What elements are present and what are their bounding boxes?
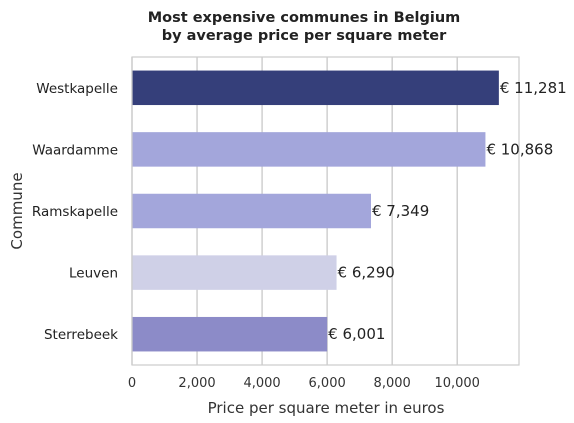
value-labels: € 11,281 € 10,868 € 7,349 € 6,290 € 6,001 <box>328 79 567 343</box>
x-tick-label: 2,000 <box>178 376 215 391</box>
y-category-label: Waardamme <box>32 142 118 158</box>
x-tick-label: 4,000 <box>243 376 280 391</box>
bar <box>132 132 486 167</box>
x-tick-label: 10,000 <box>434 376 480 391</box>
y-category-label: Westkapelle <box>36 81 118 97</box>
y-category-label: Sterrebeek <box>44 327 118 343</box>
x-tick-label: 6,000 <box>309 376 346 391</box>
y-axis-label: Commune <box>8 172 26 249</box>
y-category-labels: Westkapelle Waardamme Ramskapelle Leuven Ste… <box>32 81 118 343</box>
x-tick-label: 8,000 <box>374 376 411 391</box>
bar <box>132 70 499 106</box>
plot-frame <box>131 56 520 366</box>
chart-title-line-1: Most expensive communes in Belgium <box>148 10 461 26</box>
bar-value-label: € 7,349 <box>372 202 429 220</box>
bar-value-label: € 6,290 <box>338 264 395 282</box>
x-tick-labels: 0 2,000 4,000 6,000 8,000 10,000 <box>128 376 480 391</box>
bars <box>132 70 499 352</box>
bar <box>132 316 328 352</box>
chart-title-line-2: by average price per square meter <box>162 28 447 44</box>
bar-value-label: € 6,001 <box>328 325 385 343</box>
bar-value-label: € 10,868 <box>486 140 553 158</box>
x-tick-label: 0 <box>128 376 136 391</box>
y-category-label: Ramskapelle <box>32 204 118 220</box>
bar <box>132 255 337 290</box>
y-category-label: Leuven <box>69 266 118 282</box>
x-axis-label: Price per square meter in euros <box>208 399 445 417</box>
bar <box>132 193 371 229</box>
bar-value-label: € 11,281 <box>500 79 567 97</box>
